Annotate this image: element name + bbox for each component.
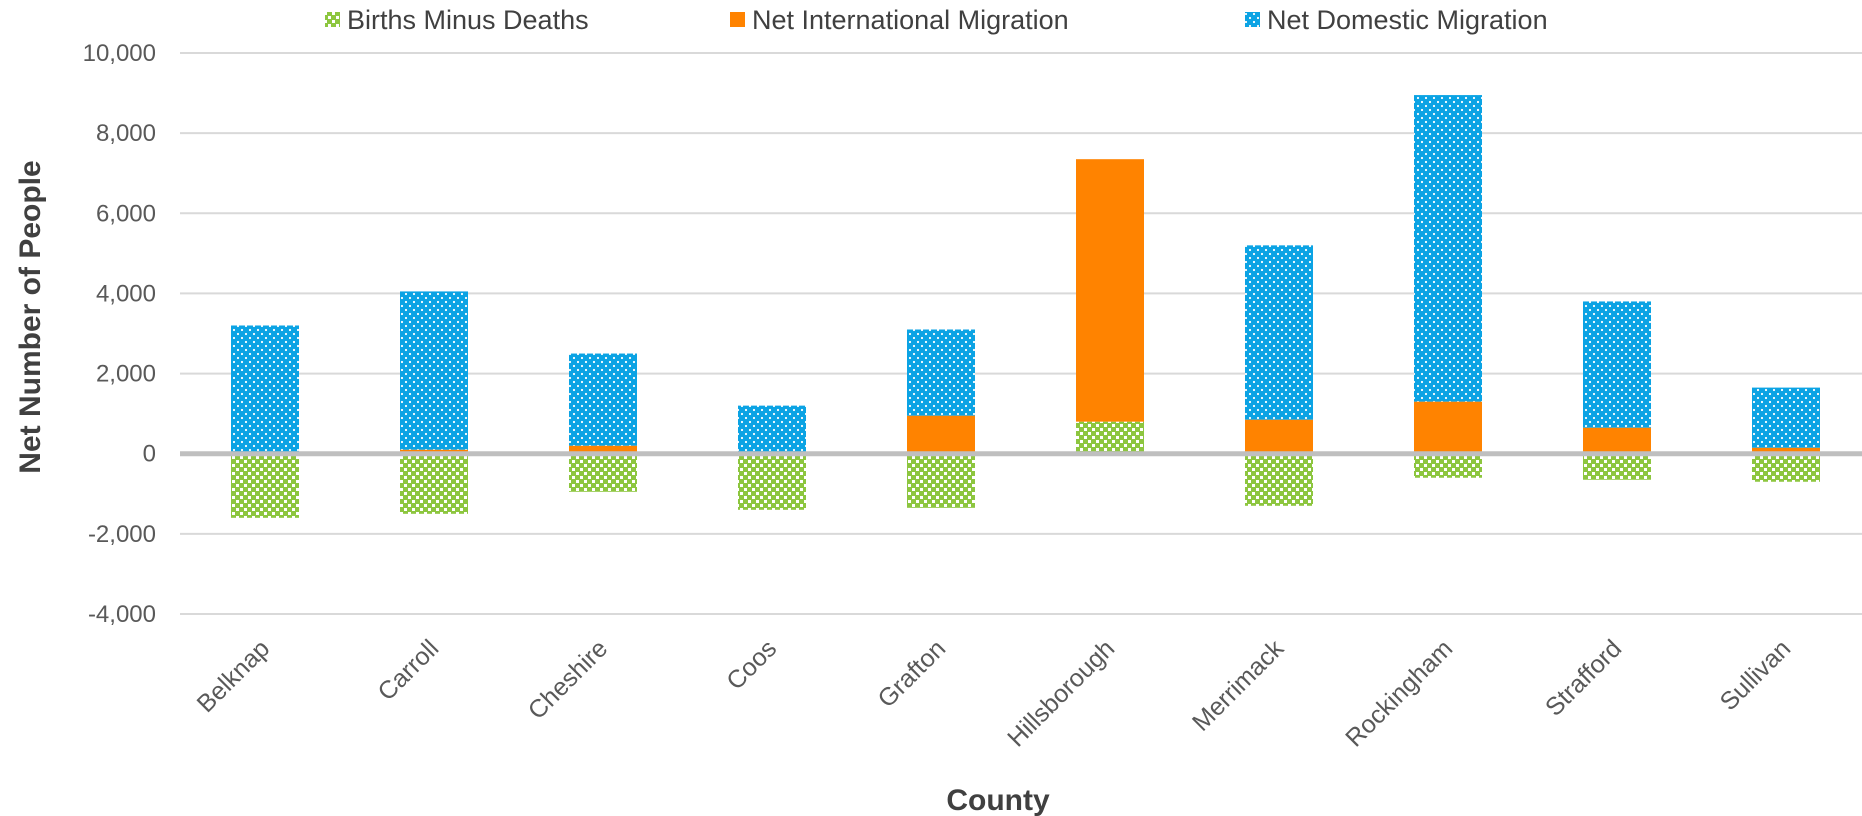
bar-segment [1583, 301, 1651, 428]
bar-segment [738, 405, 806, 452]
bar-segment [231, 325, 299, 452]
bar-segment [1414, 453, 1482, 478]
bar-segment [231, 453, 299, 518]
y-tick-label: 6,000 [96, 200, 156, 227]
x-tick-label: Grafton [872, 634, 951, 713]
bar-segment [1752, 387, 1820, 448]
y-tick-label: 4,000 [96, 280, 156, 307]
bar-segment [907, 329, 975, 416]
legend-label: Net International Migration [752, 5, 1069, 35]
bar-segment [1583, 427, 1651, 454]
legend: Births Minus Deaths Net International Mig… [325, 5, 1548, 35]
x-tick-label: Belknap [192, 634, 276, 718]
bar-segment [1076, 421, 1144, 454]
x-axis-title: County [946, 784, 1050, 816]
y-tick-label: 8,000 [96, 120, 156, 147]
bar-segment [1245, 419, 1313, 454]
bar-segment [1414, 401, 1482, 454]
y-axis-ticks: -4,000 -2,000 0 2,000 4,000 6,000 8,000 10,000 [83, 40, 156, 628]
y-tick-label: 0 [143, 441, 156, 468]
bar-segment [569, 453, 637, 492]
x-tick-label: Sullivan [1715, 634, 1797, 716]
x-tick-label: Carroll [372, 634, 444, 706]
legend-label: Births Minus Deaths [347, 5, 589, 35]
bar-segment [1076, 159, 1144, 422]
x-tick-label: Strafford [1540, 634, 1627, 721]
bar-segment [569, 353, 637, 446]
x-tick-label: Merrimack [1187, 634, 1290, 737]
bar-segment [1245, 245, 1313, 420]
x-tick-label: Cheshire [523, 634, 614, 725]
legend-swatch [1245, 12, 1260, 27]
x-tick-label: Rockingham [1340, 634, 1458, 752]
bar-segment [1752, 453, 1820, 482]
legend-swatch [730, 12, 745, 27]
bar-segment [738, 453, 806, 510]
bar-segment [1583, 453, 1651, 480]
bar-segment [400, 291, 468, 450]
x-tick-label: Hillsborough [1002, 634, 1120, 752]
bar-segment [400, 453, 468, 514]
bar-segment [569, 445, 637, 454]
legend-label: Net Domestic Migration [1267, 5, 1548, 35]
bar-segment [1752, 447, 1820, 454]
bar-segment [1414, 95, 1482, 402]
y-tick-label: -4,000 [88, 601, 156, 628]
x-axis-categories: Belknap Carroll Cheshire Coos Grafton Hillsbo… [192, 634, 1797, 752]
y-axis-title: Net Number of People [14, 160, 47, 473]
bar-segment [1245, 453, 1313, 506]
y-tick-label: 2,000 [96, 361, 156, 388]
bar-segment [907, 415, 975, 454]
x-tick-label: Coos [721, 634, 782, 695]
bar-segment [907, 453, 975, 508]
y-tick-label: 10,000 [83, 40, 156, 67]
bars [231, 95, 1820, 518]
legend-swatch [325, 12, 340, 27]
y-tick-label: -2,000 [88, 521, 156, 548]
